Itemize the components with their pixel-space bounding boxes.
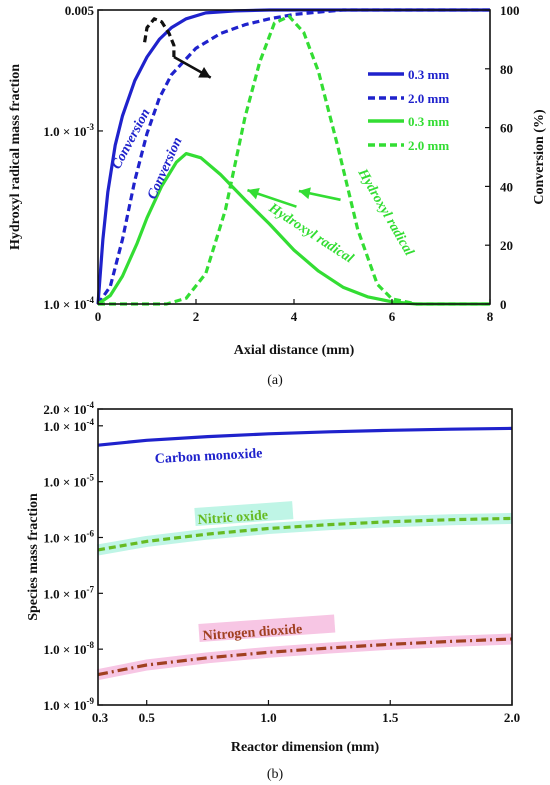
arrow-head-a-1 xyxy=(247,187,260,200)
label-nitric-oxide: Nitric oxide xyxy=(197,508,268,528)
annotation-conversion-2: Conversion xyxy=(145,135,186,202)
y-tick-label-b-6: 1.0 × 10-9 xyxy=(43,696,94,713)
y-right-tick-label-a-4: 80 xyxy=(500,62,513,77)
label-nitrogen-dioxide: Nitrogen dioxide xyxy=(202,622,303,644)
y-left-tick-label-a-0: 1.0 × 10-4 xyxy=(43,295,94,312)
x-tick-label-a-1: 2 xyxy=(193,309,200,324)
x-axis-label-b: Reactor dimension (mm) xyxy=(231,740,380,755)
x-tick-label-a-4: 8 xyxy=(487,309,494,324)
chart-a: 0 2 4 6 8 1.0 × 10-4 1.0 × 10-3 0.005 0 20 40 60 80 1… xyxy=(8,3,547,388)
chart-a-frame xyxy=(97,9,491,305)
series-line-a-0 xyxy=(96,8,490,305)
y-tick-label-b-5: 1.0 × 10-8 xyxy=(43,640,94,657)
y-tick-label-b-0: 2.0 × 10-4 xyxy=(43,400,94,417)
y-tick-label-b-2: 1.0 × 10-5 xyxy=(43,473,94,490)
chart-b: 0.3 0.5 1.0 1.5 2.0 2.0 × 10-41.0 × 10-4 1.0 ×… xyxy=(26,400,520,782)
legend-label-3: 2.0 mm xyxy=(408,138,449,153)
legend-label-0: 0.3 mm xyxy=(408,67,449,82)
y-right-tick-label-a-3: 60 xyxy=(500,121,513,136)
y-tick-label-b-3: 1.0 × 10-6 xyxy=(43,528,94,545)
y-tick-label-b-1: 1.0 × 10-4 xyxy=(43,417,94,434)
x-tick-label-b-0: 0.3 xyxy=(92,710,109,725)
y-tick-label-b-4: 1.0 × 10-7 xyxy=(43,584,94,601)
legend-label-1: 2.0 mm xyxy=(408,91,449,106)
series-line-b-0 xyxy=(97,426,513,447)
x-tick-label-b-1: 0.5 xyxy=(139,710,156,725)
y-right-tick-label-a-0: 0 xyxy=(500,297,507,312)
series-line-a-2 xyxy=(97,152,490,306)
chart-b-frame xyxy=(97,408,513,706)
x-axis-label-a: Axial distance (mm) xyxy=(234,343,355,358)
series-halo-b-1 xyxy=(97,512,513,556)
series-line-b-1 xyxy=(97,516,513,552)
x-tick-label-a-0: 0 xyxy=(95,309,102,324)
series-line-a-4 xyxy=(143,17,176,57)
x-tick-label-b-2: 1.0 xyxy=(260,710,276,725)
series-line-a-1 xyxy=(96,8,490,305)
panel-label-b: (b) xyxy=(267,767,284,782)
label-nitric-oxide-highlight xyxy=(194,501,294,526)
legend-label-2: 0.3 mm xyxy=(408,114,449,129)
x-tick-label-b-4: 2.0 xyxy=(504,710,520,725)
series-line-a-3 xyxy=(98,14,490,306)
arrow-head-a-0 xyxy=(198,67,211,78)
y-axis-label-b: Species mass fraction xyxy=(26,493,41,621)
y-left-tick-label-a-1: 1.0 × 10-3 xyxy=(43,122,94,139)
series-line-b-2 xyxy=(97,637,513,677)
y-left-tick-label-a-2: 0.005 xyxy=(65,3,95,18)
y-right-tick-label-a-5: 100 xyxy=(500,3,520,18)
x-tick-label-a-2: 4 xyxy=(291,309,298,324)
series-halo-b-2 xyxy=(96,633,513,680)
x-tick-label-b-3: 1.5 xyxy=(382,710,399,725)
panel-label-a: (a) xyxy=(267,373,283,388)
arrow-head-a-2 xyxy=(298,187,311,200)
y-right-tick-label-a-1: 20 xyxy=(500,238,513,253)
label-nitrogen-dioxide-highlight xyxy=(198,614,336,642)
legend: 0.3 mm 2.0 mm 0.3 mm 2.0 mm xyxy=(368,67,449,153)
y-right-tick-label-a-2: 40 xyxy=(500,179,513,194)
x-tick-label-a-3: 6 xyxy=(389,309,396,324)
y-axis-label-left-a: Hydroxyl radical mass fraction xyxy=(8,64,23,250)
y-axis-label-right-a: Conversion (%) xyxy=(532,109,547,205)
label-carbon-monoxide: Carbon monoxide xyxy=(154,446,262,467)
